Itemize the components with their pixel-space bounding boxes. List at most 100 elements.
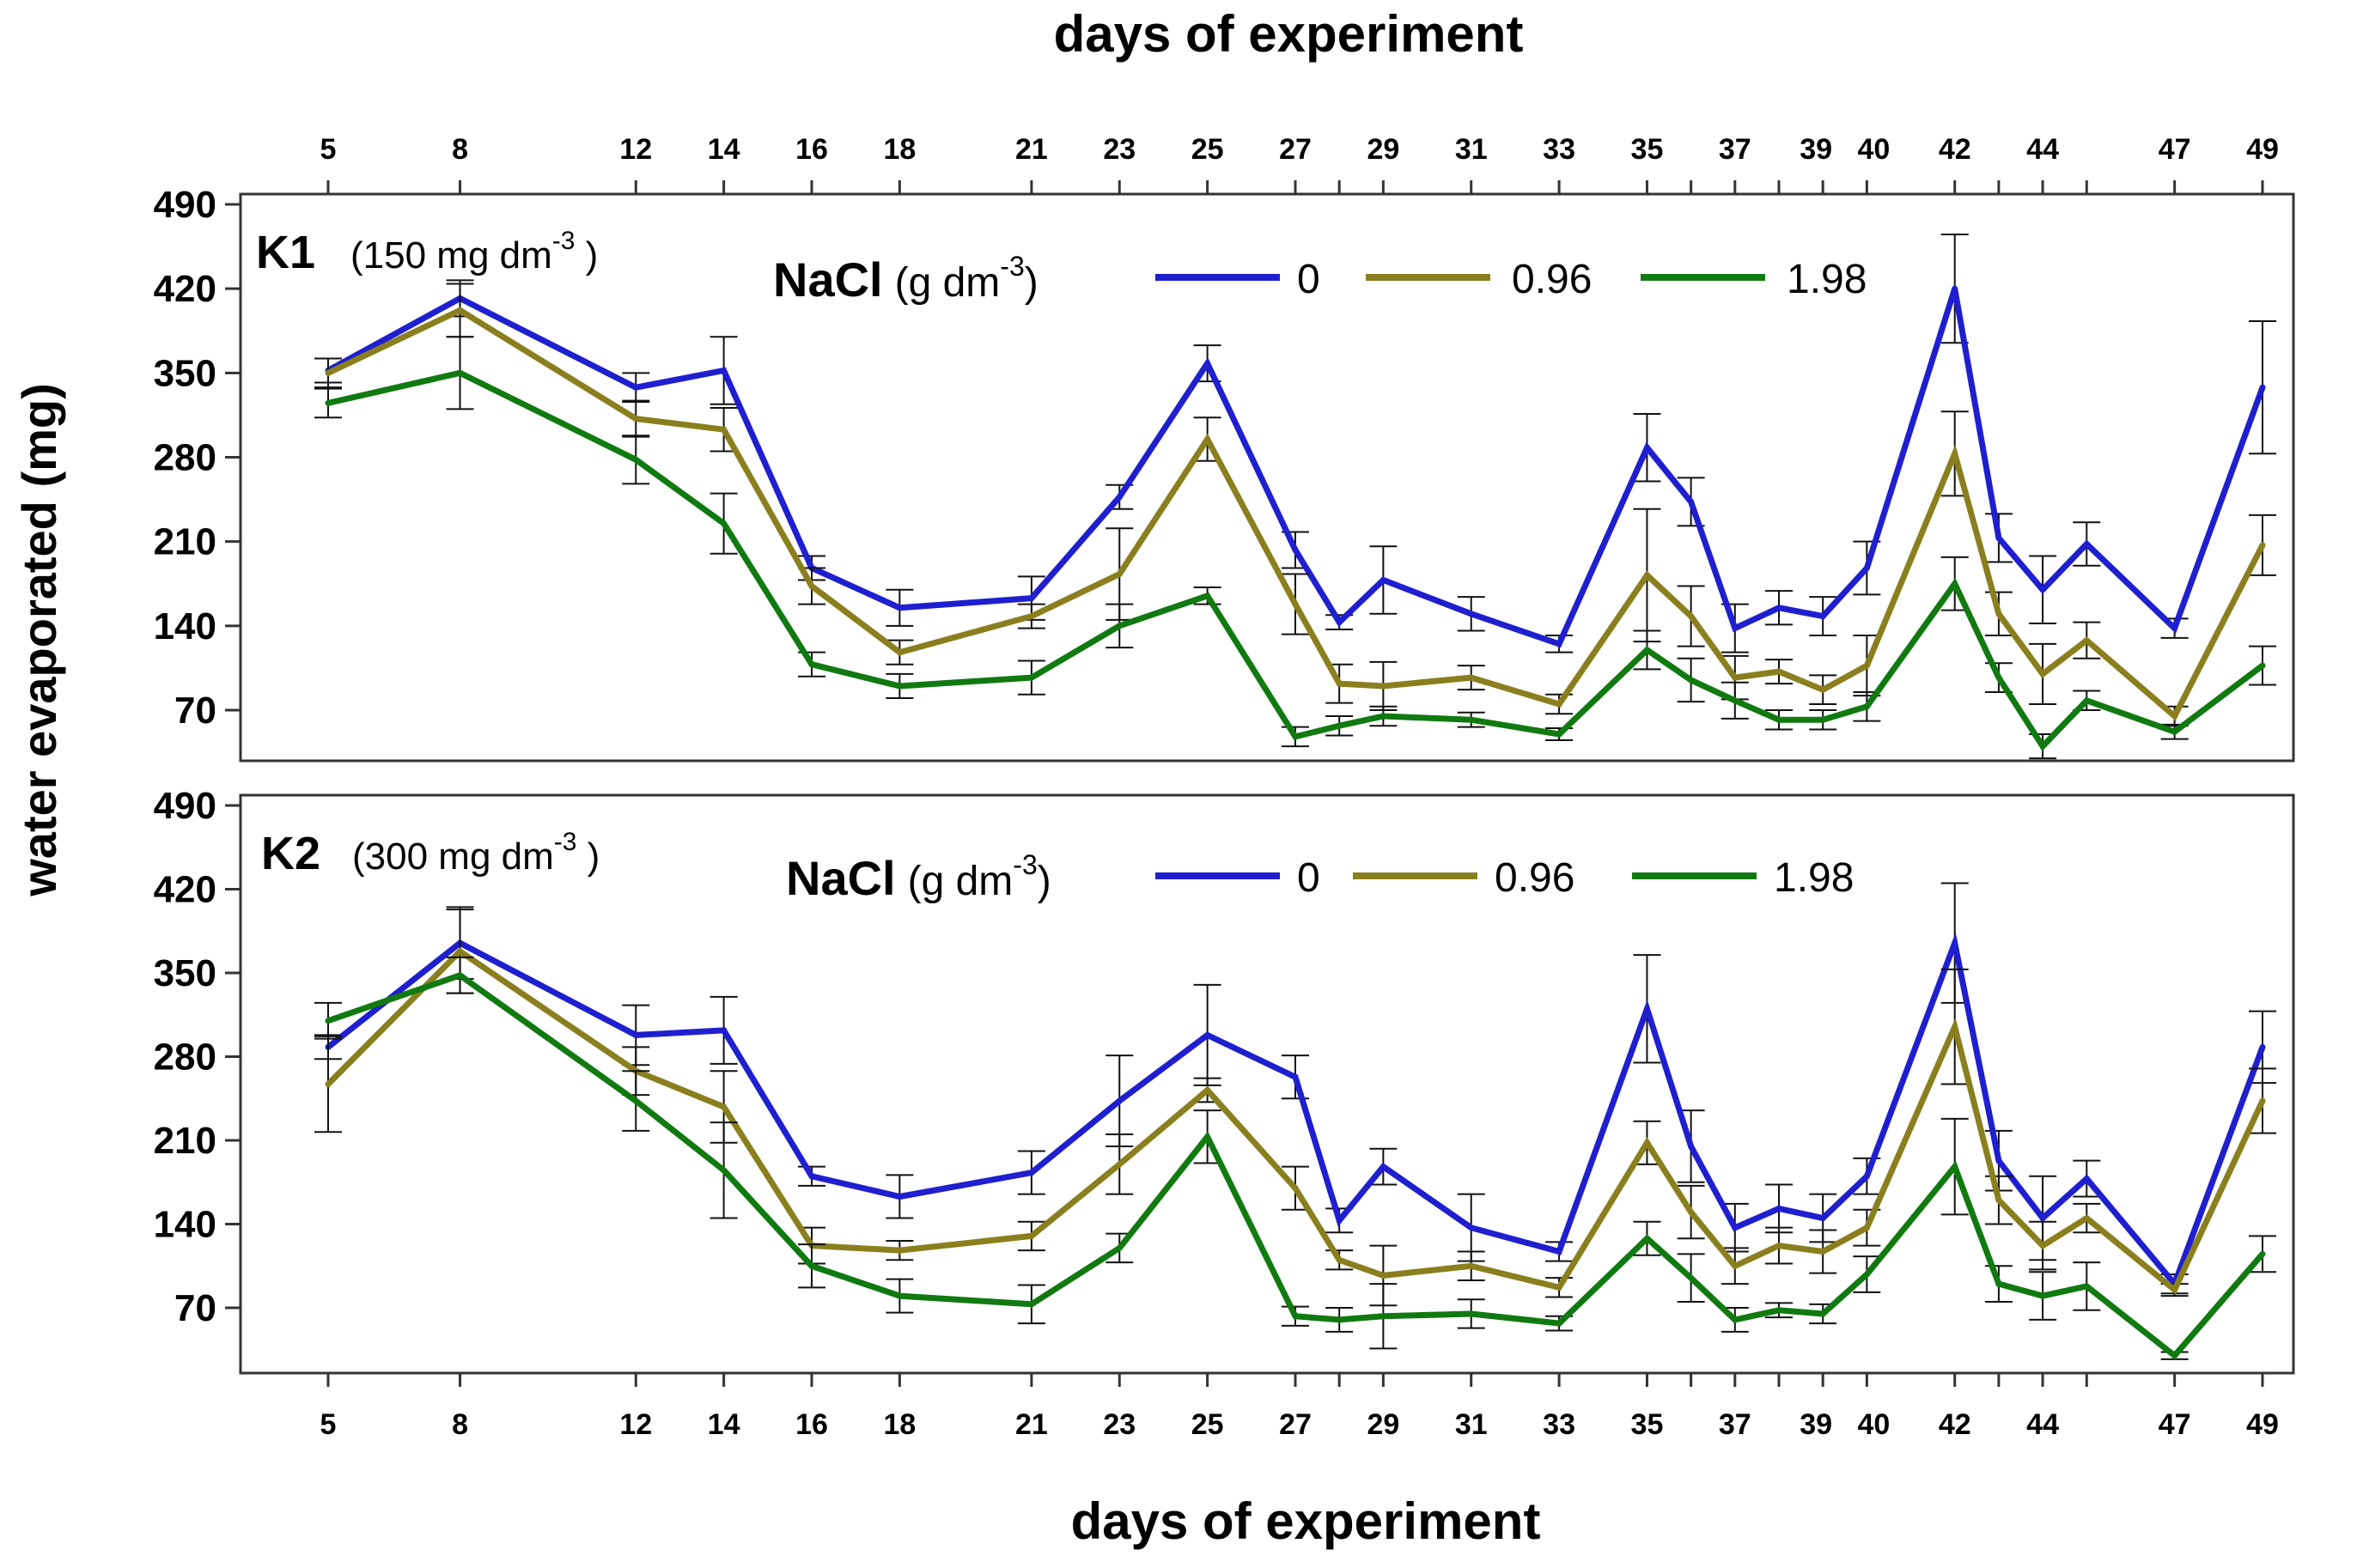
bottom-x-tick-label: 14 xyxy=(708,1408,740,1441)
panel-k1-series-096-point xyxy=(457,307,464,313)
legend-k2-label-096: 0.96 xyxy=(1495,855,1574,901)
panel-k2-series-096-point xyxy=(2171,1286,2178,1293)
panel-k1-series-0-point xyxy=(1292,546,1299,553)
panel-k1-series-096-point xyxy=(1556,701,1562,708)
panel-k1-y-tick-label: 210 xyxy=(154,521,216,563)
panel-k1-series-0-point xyxy=(1995,534,2002,541)
panel-k2-series-096-point xyxy=(1952,1024,1958,1030)
panel-k1-series-198-point xyxy=(1688,677,1695,684)
top-x-tick-label: 18 xyxy=(883,133,916,166)
panel-k1-concentration: (150 mg dm-3 ) xyxy=(350,227,598,277)
panel-k1-series-198-point xyxy=(325,399,332,406)
top-x-tick-label: 16 xyxy=(795,133,828,166)
legend-k1: NaCl (g dm-3) 0 0.96 1.98 xyxy=(773,251,1867,307)
panel-k2-series-096-point xyxy=(896,1247,903,1254)
panel-k2-series-198-point xyxy=(1775,1307,1782,1314)
panel-k2-series-0-point xyxy=(1688,1143,1695,1150)
panel-k2-series-096-point xyxy=(1468,1262,1475,1269)
panel-k2-y-tick-label: 490 xyxy=(154,785,216,827)
panel-k1-series-0-point xyxy=(632,384,639,391)
axes-layer: 5 5 8 8 12 12 14 14 16 16 18 18 21 21 23 23 25 25 27 27 29 29… xyxy=(154,133,2279,1441)
legend-k2-unit-exp: -3 xyxy=(1013,849,1037,880)
panel-k1-y-tick-label: 420 xyxy=(154,268,216,310)
panel-k1-series-198-point xyxy=(1028,674,1035,681)
top-x-tick-label: 37 xyxy=(1719,133,1751,166)
panel-k1-series-0-point xyxy=(2259,384,2266,391)
panel-k2-series-0-point xyxy=(1292,1073,1299,1080)
panel-k1-series-096-point xyxy=(1819,686,1826,693)
panel-k2-series-198 xyxy=(314,956,2276,1360)
bottom-x-tick-label: 47 xyxy=(2159,1408,2191,1441)
panel-k2-series-0-point xyxy=(632,1031,639,1038)
panel-k1-series-0-point xyxy=(2039,586,2046,593)
panel-k2-series-198-point xyxy=(721,1167,728,1174)
legend-k2-title: NaCl (g dm-3) xyxy=(786,849,1051,905)
bottom-x-tick-label: 49 xyxy=(2246,1408,2279,1441)
top-x-tick-label: 25 xyxy=(1191,133,1224,166)
panel-k1-y-tick-label: 350 xyxy=(154,352,216,394)
legend-k1-unit-close: ) xyxy=(1025,260,1038,306)
panel-k2-series-0-point xyxy=(1952,939,1958,946)
panel-k2-series-0-point xyxy=(1732,1225,1739,1231)
panel-k2-y-tick-label: 210 xyxy=(154,1120,216,1162)
panel-k2-series-096-point xyxy=(1204,1087,1211,1093)
top-x-tick-label: 33 xyxy=(1543,133,1575,166)
panel-k2-y-tick-label: 350 xyxy=(154,952,216,994)
panel-k2-series-0-point xyxy=(1468,1225,1475,1231)
bottom-x-tick-label: 42 xyxy=(1939,1408,1971,1441)
panel-k2-y-tick-label: 280 xyxy=(154,1036,216,1079)
panel-k2-series-0-point xyxy=(2259,1043,2266,1050)
panel-k1-y-tick-label: 490 xyxy=(154,184,216,226)
panel-k2-series-198-point xyxy=(1379,1313,1386,1320)
panel-k2-series-198-point xyxy=(1468,1310,1475,1317)
top-x-tick-label: 23 xyxy=(1103,133,1136,166)
panel-k1-series-198-point xyxy=(2039,743,2046,750)
panel-k1-series-198-point xyxy=(1732,697,1739,704)
panel-k2-series-198-point xyxy=(896,1292,903,1299)
panel-k1-series-0-point xyxy=(1732,625,1739,632)
panel-k2-series-0-point xyxy=(1116,1097,1123,1104)
panel-k1-series-096-point xyxy=(1336,680,1343,687)
top-x-tick-label: 29 xyxy=(1367,133,1399,166)
panel-k2-series-096 xyxy=(314,909,2276,1307)
panel-k1-series-0-point xyxy=(1688,498,1695,505)
panel-k1-series-096-point xyxy=(632,416,639,422)
panel-k1-y-tick-label: 70 xyxy=(174,690,216,732)
panel-k2-series-198-point xyxy=(457,972,464,979)
panel-k2-series-198-point xyxy=(1336,1316,1343,1323)
panel-k2-y-tick-label: 420 xyxy=(154,869,216,911)
panel-k1-series-096 xyxy=(314,283,2276,727)
panel-k2-series-0-point xyxy=(1028,1170,1035,1176)
panel-k2-y-tick-label: 140 xyxy=(154,1204,216,1246)
top-x-tick-label: 14 xyxy=(708,133,740,166)
legend-k2-nacl: NaCl xyxy=(786,851,896,905)
panel-k1-series-198-point xyxy=(1379,713,1386,720)
panel-k1-series-096-point xyxy=(896,649,903,656)
panel-k1-series-096-point xyxy=(2039,671,2046,678)
panel-k1-series-0-point xyxy=(1204,360,1211,367)
panel-k2-series-096-point xyxy=(1379,1272,1386,1279)
panel-k1-series-198-point xyxy=(1819,716,1826,723)
top-x-tick-label: 12 xyxy=(619,133,652,166)
top-x-tick-label: 31 xyxy=(1455,133,1488,166)
bottom-x-tick-label: 21 xyxy=(1015,1408,1048,1441)
panel-k2-series-096-point xyxy=(1292,1185,1299,1192)
panel-k2-series-096-point xyxy=(721,1103,728,1110)
panel-k1-series-198 xyxy=(314,336,2276,760)
top-x-tick-label: 5 xyxy=(320,133,337,166)
top-x-tick-label: 40 xyxy=(1857,133,1890,166)
legend-k2-label-0: 0 xyxy=(1297,855,1320,901)
panel-k1-series-096-point xyxy=(1732,674,1739,681)
legend-k1-label-0: 0 xyxy=(1297,257,1320,302)
top-x-tick-label: 49 xyxy=(2246,133,2279,166)
panel-k1-y-tick-label: 140 xyxy=(154,605,216,647)
bottom-x-tick-label: 31 xyxy=(1455,1408,1488,1441)
panel-k1-series-0-point xyxy=(1952,285,1958,292)
panel-k1-series-0-line xyxy=(326,288,2266,648)
panel-k1-series-0-point xyxy=(1379,577,1386,584)
panel-k1-series-198-line xyxy=(327,369,2265,751)
panel-k1-series-096-point xyxy=(1028,613,1035,620)
legend-k2-label-198: 1.98 xyxy=(1774,855,1854,901)
panel-k1-series-0-point xyxy=(1556,641,1562,647)
panel-k2-series-0-point xyxy=(1775,1205,1782,1212)
